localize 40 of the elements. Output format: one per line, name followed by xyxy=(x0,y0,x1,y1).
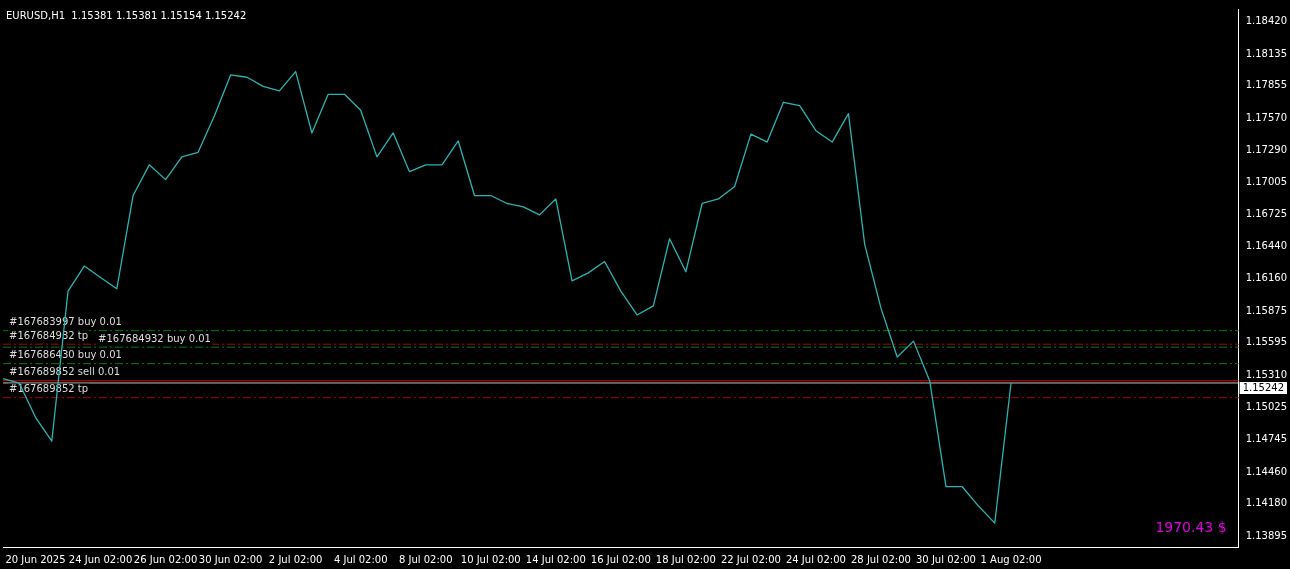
x-tick-label: 18 Jul 02:00 xyxy=(655,553,716,565)
ref-line-label: 1.15242 xyxy=(1242,381,1285,393)
annotation: 1970.43 $ xyxy=(1155,518,1227,535)
x-tick-label: 28 Jul 02:00 xyxy=(850,553,911,565)
y-tick-label: 1.15310 xyxy=(1245,368,1288,380)
y-tick-label: 1.18420 xyxy=(1245,15,1288,27)
ref-line-label: #167689852 sell 0.01 xyxy=(9,366,121,378)
x-tick-label: 22 Jul 02:00 xyxy=(720,553,781,565)
x-tick-label: 24 Jun 02:00 xyxy=(68,553,133,565)
x-tick-label: 16 Jul 02:00 xyxy=(590,553,651,565)
y-tick-label: 1.14180 xyxy=(1245,497,1288,509)
x-tick-label: 30 Jul 02:00 xyxy=(916,553,976,565)
x-tick-label: 20 Jun 2025 xyxy=(5,553,66,565)
y-tick-label: 1.15025 xyxy=(1245,401,1288,413)
y-tick-label: 1.15875 xyxy=(1245,304,1288,316)
y-tick-label: 1.17570 xyxy=(1245,111,1288,123)
y-tick-label: 1.13895 xyxy=(1245,529,1288,541)
x-tick-label: 14 Jul 02:00 xyxy=(525,553,586,565)
x-tick-label: 8 Jul 02:00 xyxy=(398,553,453,565)
x-tick-label: 2 Jul 02:00 xyxy=(268,553,323,565)
x-tick-label: 24 Jul 02:00 xyxy=(785,553,846,565)
y-tick-label: 1.14745 xyxy=(1245,433,1288,445)
chart-title: EURUSD,H1 1.15381 1.15381 1.15154 1.15242 xyxy=(6,9,247,21)
y-tick-label: 1.17855 xyxy=(1245,79,1288,91)
x-tick-label: 10 Jul 02:00 xyxy=(460,553,521,565)
y-tick-label: 1.16440 xyxy=(1245,240,1288,252)
x-tick-label: 1 Aug 02:00 xyxy=(980,553,1042,565)
y-tick-label: 1.15595 xyxy=(1245,336,1288,348)
y-tick-label: 1.17005 xyxy=(1245,176,1288,188)
y-tick-label: 1.18135 xyxy=(1245,47,1288,59)
ref-line-label: #167684932 tp xyxy=(9,329,89,341)
ref-line-label: #167684932 buy 0.01 xyxy=(98,332,211,344)
x-tick-label: 30 Jun 02:00 xyxy=(198,553,263,565)
y-tick-label: 1.14460 xyxy=(1245,465,1288,477)
y-tick-label: 1.17290 xyxy=(1245,143,1288,155)
ref-line-label: #167683997 buy 0.01 xyxy=(9,316,122,328)
x-tick-label: 4 Jul 02:00 xyxy=(333,553,388,565)
x-tick-label: 26 Jun 02:00 xyxy=(133,553,198,565)
y-tick-label: 1.16725 xyxy=(1245,207,1288,219)
y-tick-label: 1.16160 xyxy=(1245,272,1288,284)
